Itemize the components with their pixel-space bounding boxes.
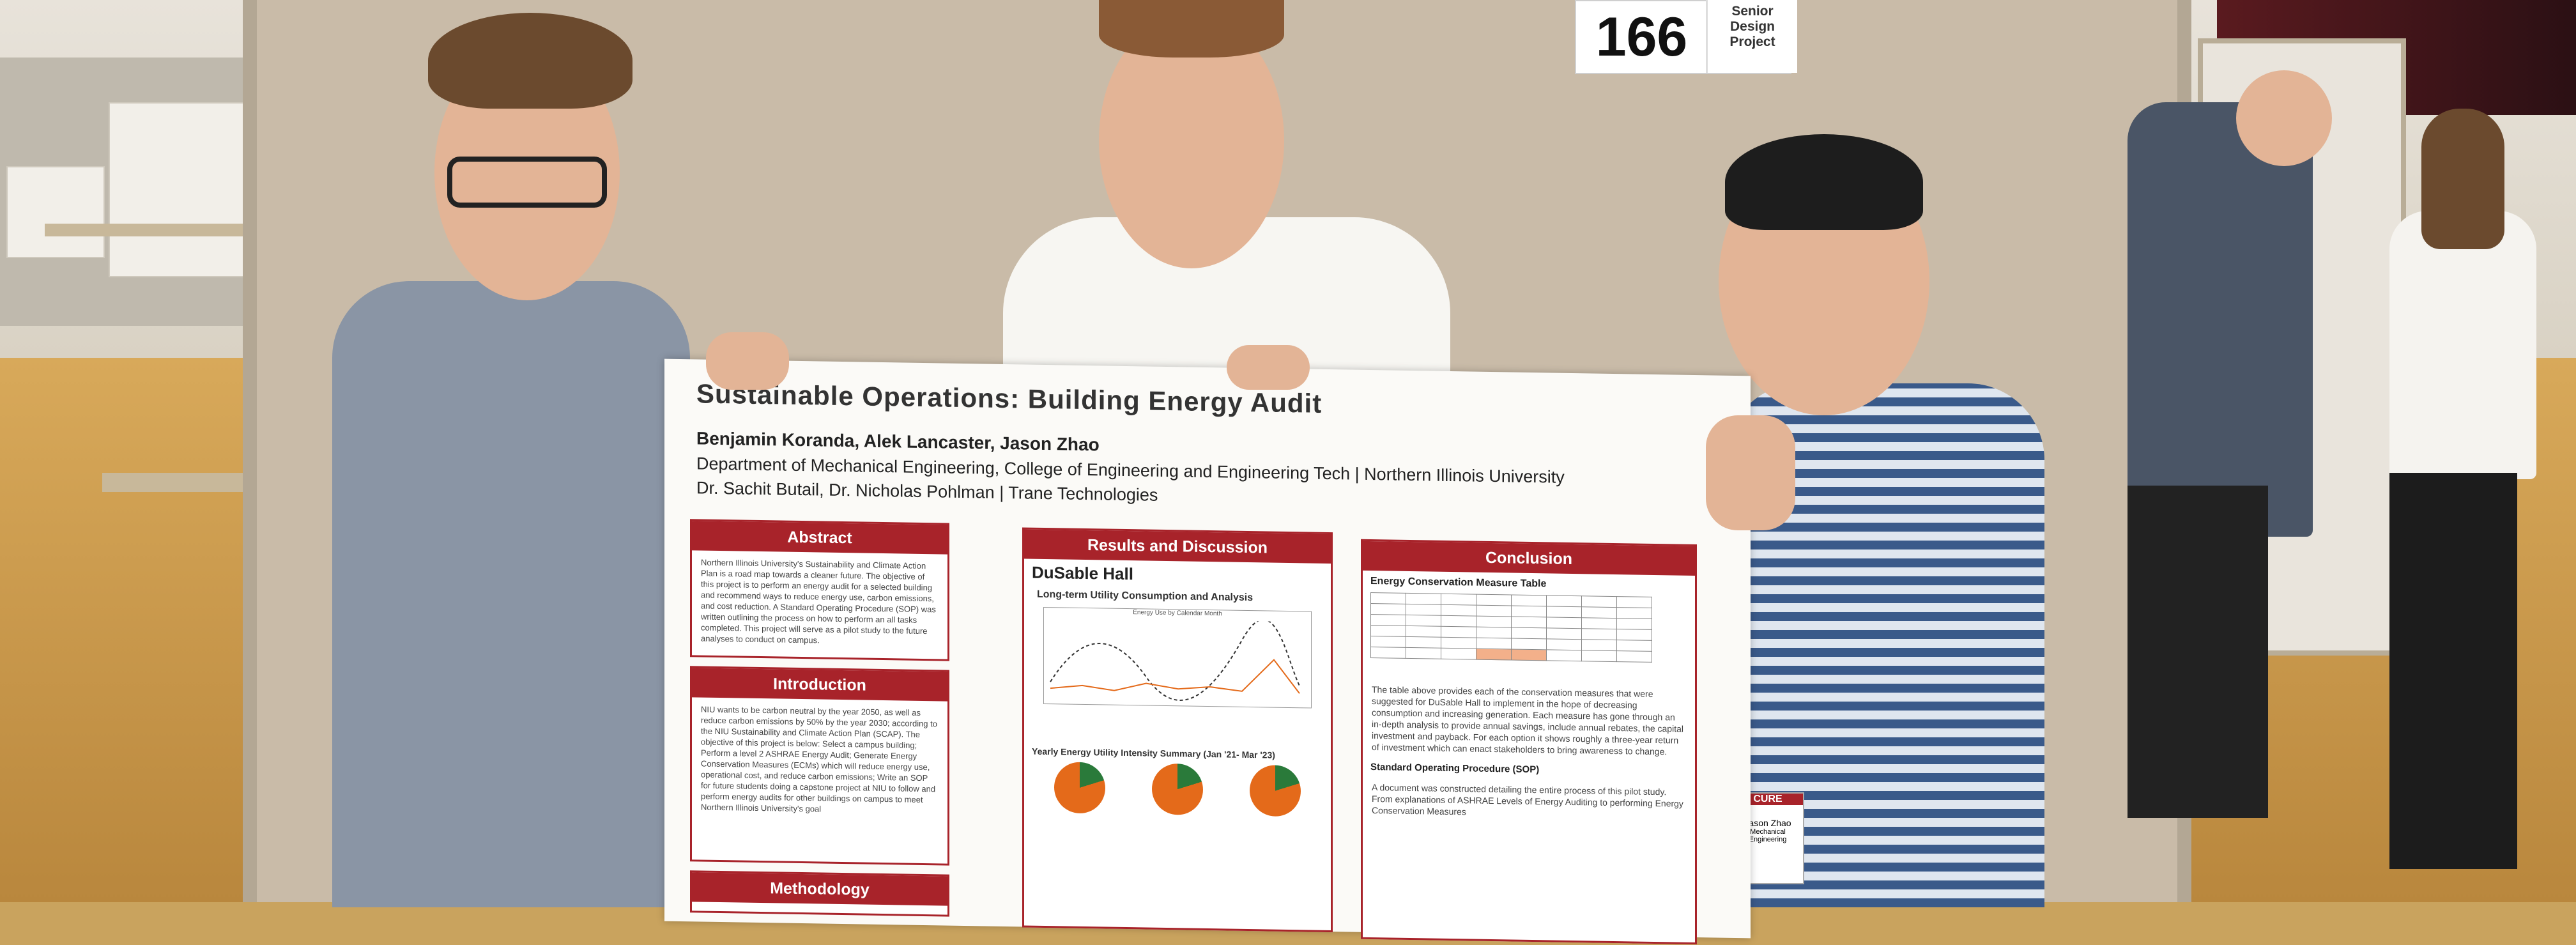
abstract-section: Abstract Northern Illinois University's … xyxy=(690,519,949,661)
energy-line-chart: Energy Use by Calendar Month xyxy=(1043,606,1312,709)
background-poster xyxy=(109,102,258,277)
visitor-head xyxy=(2236,70,2332,166)
visitor-pants xyxy=(2389,473,2517,869)
student-left-hair xyxy=(428,13,632,109)
introduction-heading: Introduction xyxy=(692,668,947,702)
abstract-text: Northern Illinois University's Sustainab… xyxy=(701,557,936,645)
hand xyxy=(1706,415,1795,530)
conclusion-text: The table above provides each of the con… xyxy=(1372,684,1683,757)
hand xyxy=(706,332,789,390)
chart-lines xyxy=(1050,618,1300,701)
chart-title: Energy Use by Calendar Month xyxy=(1133,609,1222,618)
research-poster: Sustainable Operations: Building Energy … xyxy=(664,358,1751,945)
methodology-heading: Methodology xyxy=(692,872,947,906)
conclusion-heading: Conclusion xyxy=(1363,541,1695,576)
introduction-section: Introduction NIU wants to be carbon neut… xyxy=(690,666,949,866)
poster-authors: Benjamin Koranda, Alek Lancaster, Jason … xyxy=(696,428,1100,455)
eui-subheading: Yearly Energy Utility Intensity Summary … xyxy=(1032,746,1275,760)
student-left-suit xyxy=(332,281,690,907)
conclusion-section: Conclusion Energy Conservation Measure T… xyxy=(1361,539,1697,945)
pie-chart-icon xyxy=(1250,765,1301,817)
pie-chart-icon xyxy=(1151,763,1203,815)
background-poster-board xyxy=(0,58,268,326)
student-right-hair xyxy=(1725,134,1923,230)
pie-chart-icon xyxy=(1054,762,1105,814)
visitor-legs xyxy=(2128,486,2268,818)
abstract-heading: Abstract xyxy=(692,521,947,555)
senior-design-label: Senior Design Project xyxy=(1706,0,1797,73)
badge-name: Jason Zhao xyxy=(1744,818,1791,828)
poster-title: Sustainable Operations: Building Energy … xyxy=(696,378,1322,419)
easel-table xyxy=(45,224,262,236)
visitor-woman xyxy=(2389,211,2536,479)
visitor-man xyxy=(2128,102,2313,537)
badge-dept: Mechanical Engineering xyxy=(1749,828,1787,843)
hand xyxy=(1227,345,1310,390)
results-building: DuSable Hall xyxy=(1032,562,1133,584)
visitor-hair xyxy=(2421,109,2504,249)
methodology-section: Methodology xyxy=(690,870,949,917)
pie-row xyxy=(1024,761,1331,817)
glasses-icon xyxy=(447,157,607,208)
ecm-table xyxy=(1370,592,1652,663)
results-heading: Results and Discussion xyxy=(1024,529,1331,564)
background-poster xyxy=(6,166,105,258)
introduction-text: NIU wants to be carbon neutral by the ye… xyxy=(701,704,937,814)
sop-text: A document was constructed detailing the… xyxy=(1372,782,1683,817)
poster-advisors: Dr. Sachit Butail, Dr. Nicholas Pohlman … xyxy=(696,478,1158,505)
booth-number: 166 xyxy=(1595,6,1688,68)
results-section: Results and Discussion DuSable Hall Long… xyxy=(1022,527,1333,933)
student-center-hair xyxy=(1099,0,1284,58)
